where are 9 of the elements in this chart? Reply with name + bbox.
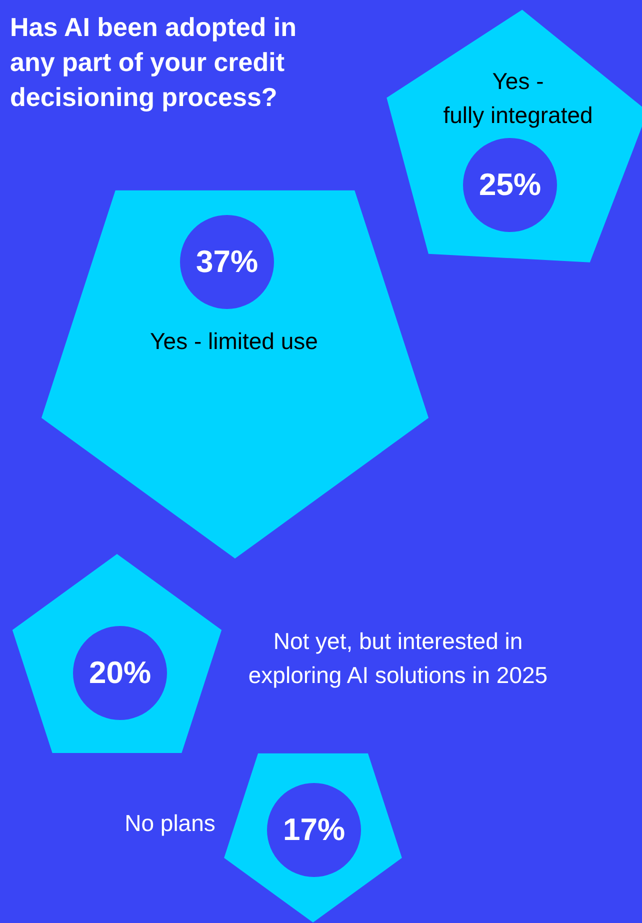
category-label: Yes - limited use [149, 327, 319, 356]
category-label: Yes - fully integrated [442, 67, 594, 130]
data-label: 20% [88, 655, 152, 691]
data-label: 37% [196, 244, 258, 280]
category-label: Not yet, but interested in exploring AI solutions in 2025 [247, 627, 549, 690]
text: Has AI been adopted in any part of your credit decisioning process? [10, 11, 298, 114]
category-label: No plans [124, 810, 216, 836]
data-label: 17% [282, 812, 346, 848]
data-label: 25% [478, 167, 542, 203]
